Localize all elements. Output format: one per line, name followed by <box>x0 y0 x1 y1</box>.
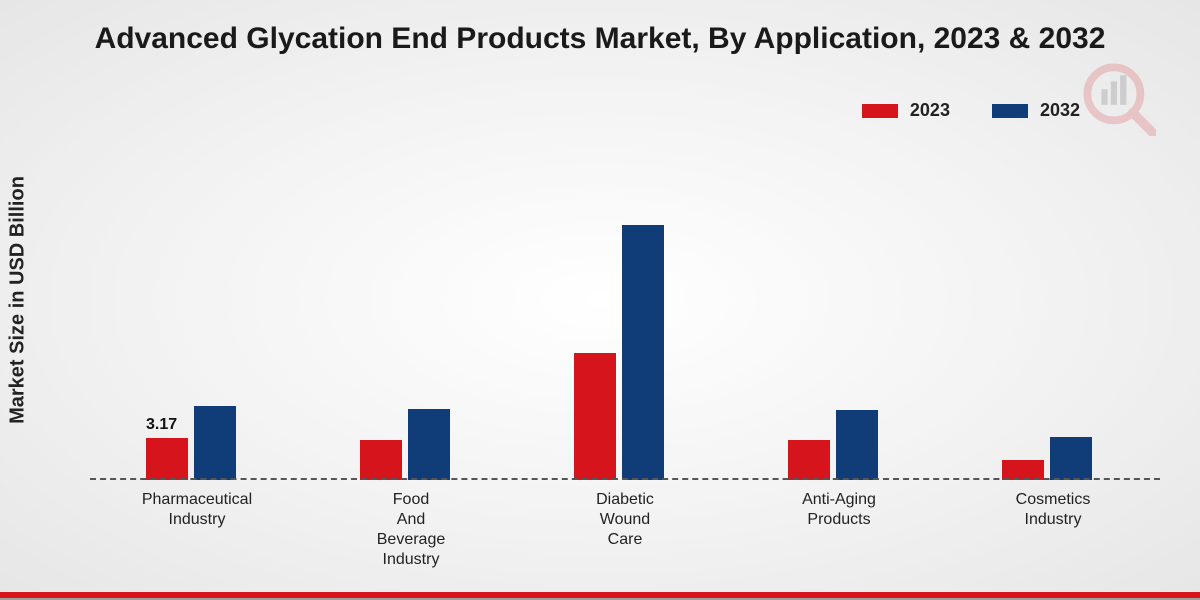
value-label: 3.17 <box>146 416 177 434</box>
bar-group <box>978 145 1128 480</box>
x-axis-category: Diabetic Wound Care <box>550 490 700 560</box>
legend-label-2023: 2023 <box>910 100 950 121</box>
watermark-logo <box>1078 58 1156 136</box>
y-axis-label: Market Size in USD Billion <box>7 176 30 424</box>
legend: 2023 2032 <box>862 100 1080 121</box>
bar-2032 <box>408 409 450 480</box>
legend-swatch-2023 <box>862 104 898 118</box>
bar-group <box>764 145 914 480</box>
legend-label-2032: 2032 <box>1040 100 1080 121</box>
legend-item-2032: 2032 <box>992 100 1080 121</box>
bar-2032 <box>622 225 664 480</box>
legend-swatch-2032 <box>992 104 1028 118</box>
bar-2023 <box>146 438 188 480</box>
bar-2023 <box>574 353 616 480</box>
bar-group <box>550 145 700 480</box>
x-axis-category: Food And Beverage Industry <box>336 490 486 560</box>
chart-title: Advanced Glycation End Products Market, … <box>0 22 1200 56</box>
bar-group <box>336 145 486 480</box>
bar-2032 <box>836 410 878 480</box>
bar-2032 <box>194 406 236 480</box>
plot-area: 3.17 <box>90 145 1160 480</box>
bar-2023 <box>1002 460 1044 480</box>
x-axis-category: Cosmetics Industry <box>978 490 1128 560</box>
x-axis-category: Pharmaceutical Industry <box>122 490 272 560</box>
bar-2032 <box>1050 437 1092 480</box>
x-axis-labels: Pharmaceutical Industry Food And Beverage… <box>90 490 1160 560</box>
bar-group: 3.17 <box>122 145 272 480</box>
baseline-axis <box>90 478 1160 480</box>
bar-groups: 3.17 <box>90 145 1160 480</box>
bar-2023 <box>788 440 830 480</box>
bottom-accent-band <box>0 592 1200 600</box>
legend-item-2023: 2023 <box>862 100 950 121</box>
x-axis-category: Anti-Aging Products <box>764 490 914 560</box>
bar-2023 <box>360 440 402 480</box>
